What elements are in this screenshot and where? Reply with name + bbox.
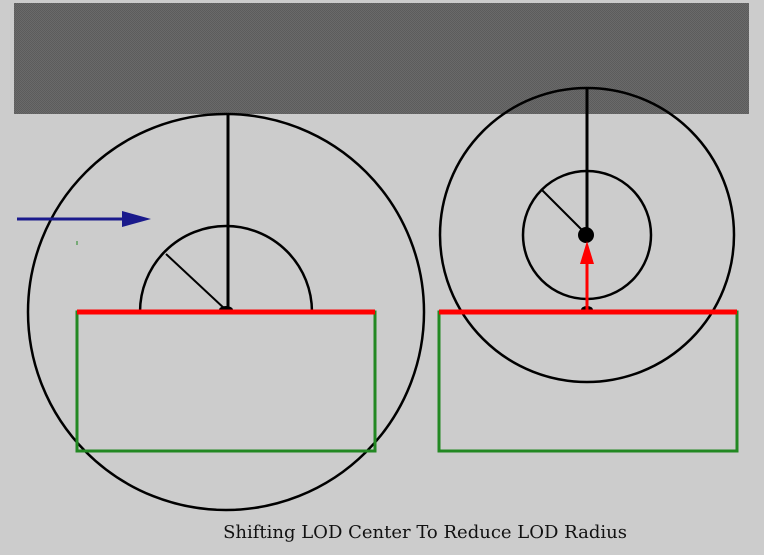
shifted-lod-center-dot — [578, 227, 594, 243]
inner-radius-line — [541, 189, 586, 234]
diagram-caption: Shifting LOD Center To Reduce LOD Radius — [223, 522, 627, 543]
panel-after-shift — [437, 86, 739, 453]
shift-arrow-head — [580, 241, 594, 264]
motion-arrow-head — [122, 211, 151, 227]
object-box — [75, 310, 377, 453]
panel-before-shift — [17, 112, 426, 512]
inner-lod-semicircle — [138, 224, 314, 313]
ground-band — [14, 3, 749, 114]
inner-radius-line — [165, 253, 227, 311]
outer-lod-circle — [26, 112, 426, 512]
